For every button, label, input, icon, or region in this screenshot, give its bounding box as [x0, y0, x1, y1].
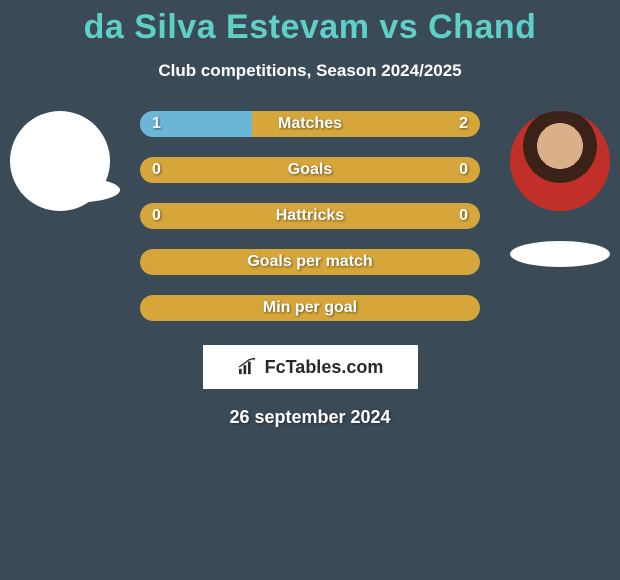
bar-value-left: 1: [152, 115, 161, 133]
stat-bar: Hattricks 0 0: [140, 203, 480, 229]
date-label: 26 september 2024: [0, 407, 620, 428]
stat-bar: Goals per match: [140, 249, 480, 275]
chart-icon: [237, 358, 259, 376]
bar-value-right: 2: [459, 115, 468, 133]
player-left-shadow: [20, 177, 120, 203]
bar-value-left: 0: [152, 161, 161, 179]
bar-label: Matches: [278, 115, 342, 133]
page-title: da Silva Estevam vs Chand: [0, 0, 620, 47]
bar-label: Hattricks: [276, 207, 344, 225]
logo-box: FcTables.com: [203, 345, 418, 389]
player-right-avatar: [510, 111, 610, 211]
stat-bar: Min per goal: [140, 295, 480, 321]
bar-value-left: 0: [152, 207, 161, 225]
bar-value-right: 0: [459, 207, 468, 225]
bar-label: Goals per match: [247, 253, 372, 271]
player-right-photo: [510, 111, 610, 211]
subtitle: Club competitions, Season 2024/2025: [0, 61, 620, 81]
comparison-row: Matches 1 2 Goals 0 0 Hattricks 0 0 Goals per mat…: [0, 111, 620, 321]
logo-text: FcTables.com: [265, 357, 384, 378]
stat-bar: Matches 1 2: [140, 111, 480, 137]
player-right-shadow: [510, 241, 610, 267]
bar-label: Goals: [288, 161, 332, 179]
stat-bar: Goals 0 0: [140, 157, 480, 183]
bar-label: Min per goal: [263, 299, 357, 317]
stat-bars: Matches 1 2 Goals 0 0 Hattricks 0 0 Goals per mat…: [140, 111, 480, 321]
bar-value-right: 0: [459, 161, 468, 179]
